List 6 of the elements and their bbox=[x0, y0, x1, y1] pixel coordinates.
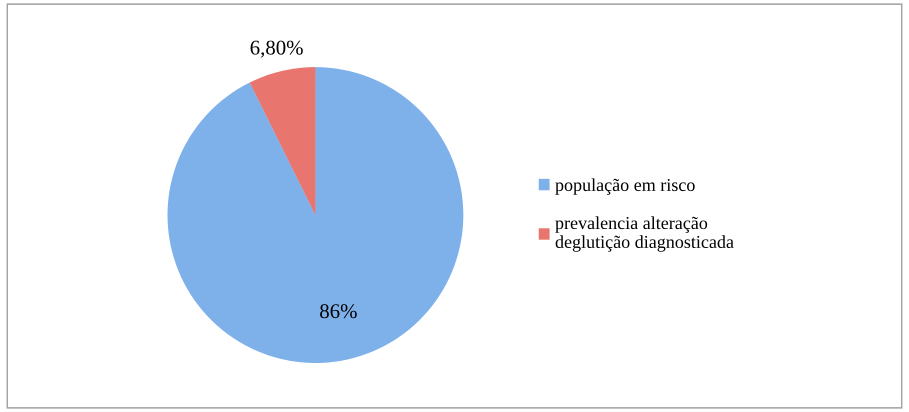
data-label: 6,80% bbox=[250, 40, 303, 58]
data-label: 86% bbox=[320, 304, 357, 318]
legend-label: prevalencia alteração deglutição diagnosticada bbox=[555, 216, 734, 252]
legend-label: população em risco bbox=[555, 178, 695, 195]
pie-slice bbox=[168, 67, 464, 363]
pie-slice bbox=[250, 67, 316, 216]
